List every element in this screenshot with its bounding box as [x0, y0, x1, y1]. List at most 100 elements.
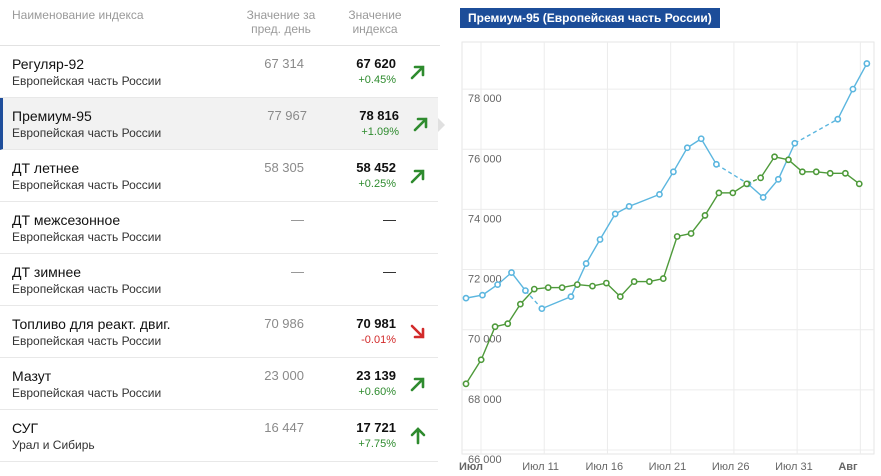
series-blue-segment — [570, 263, 587, 297]
series-blue-point — [494, 281, 502, 288]
index-region: Европейская часть России — [12, 178, 162, 192]
index-region: Европейская часть России — [12, 334, 162, 348]
arrow-up-icon — [410, 427, 426, 445]
table-row[interactable]: ДТ межсезонное Европейская часть России … — [0, 202, 438, 254]
change-percent: +0.25% — [358, 178, 396, 190]
change-percent: +0.45% — [358, 74, 396, 86]
series-blue-point — [538, 305, 546, 313]
change-percent: +7.75% — [358, 438, 396, 450]
series-blue-point — [508, 269, 515, 276]
index-name: ДТ зимнее — [12, 264, 82, 280]
series-green-point — [715, 189, 723, 197]
series-green-point — [558, 284, 566, 291]
series-green-point — [729, 189, 737, 197]
x-tick-label: Июл 21 — [649, 461, 687, 473]
series-green-point — [516, 300, 524, 308]
index-name: ДТ межсезонное — [12, 212, 121, 228]
series-blue-segment — [510, 272, 526, 292]
series-blue-point — [625, 202, 633, 210]
x-tick-label: Июл 26 — [712, 461, 750, 473]
series-blue-point — [669, 168, 677, 176]
arrow-up-right-icon — [410, 65, 425, 80]
change-percent: -0.01% — [361, 334, 396, 346]
table-row[interactable]: ДТ летнее Европейская часть России 58 30… — [0, 150, 438, 202]
y-tick-label: 76 000 — [468, 153, 502, 165]
index-region: Европейская часть России — [12, 282, 162, 296]
table-header: Наименование индекса Значение за пред. д… — [0, 0, 440, 46]
header-name: Наименование индекса — [12, 8, 144, 22]
x-tick-label: Июл — [459, 461, 483, 473]
y-tick-label: 70 000 — [468, 334, 502, 346]
table-row[interactable]: СУГ Урал и Сибирь 16 447 17 721 +7.75% — [0, 410, 438, 462]
series-green-point — [812, 168, 820, 176]
index-region: Европейская часть России — [12, 230, 162, 244]
table-row[interactable]: Регуляр-92 Европейская часть России 67 3… — [0, 46, 438, 98]
series-blue-point — [596, 236, 604, 243]
table-row[interactable]: Топливо для реакт. двиг. Европейская час… — [0, 306, 438, 358]
current-value: 67 620 — [356, 56, 396, 71]
series-green-segment — [760, 156, 776, 179]
series-green-point — [798, 168, 806, 176]
current-value: 70 981 — [356, 316, 396, 331]
series-green-point — [602, 279, 610, 287]
x-tick-label: Июл 16 — [585, 461, 623, 473]
series-green-point — [491, 323, 499, 331]
header-prev-value: Значение за пред. день — [246, 8, 316, 36]
series-blue-point — [479, 291, 486, 299]
series-blue-segment — [794, 118, 839, 144]
y-tick-label: 72 000 — [468, 274, 502, 286]
index-region: Европейская часть России — [12, 386, 162, 400]
series-blue-point — [834, 115, 842, 123]
current-value: — — [383, 212, 396, 227]
change-percent: +0.60% — [358, 386, 396, 398]
series-blue-point — [462, 294, 470, 302]
prev-value: 16 447 — [264, 420, 304, 435]
arrow-up-right-icon — [410, 169, 425, 184]
series-blue-segment — [672, 147, 688, 173]
table-row-selected[interactable]: Премиум-95 Европейская часть России 77 9… — [0, 98, 438, 150]
series-green-point — [771, 153, 778, 161]
current-value: 58 452 — [356, 160, 396, 175]
series-blue-segment — [700, 138, 717, 165]
y-tick-label: 68 000 — [468, 394, 502, 406]
series-green-point — [687, 230, 695, 237]
series-blue-point — [759, 193, 767, 201]
x-tick-label: Июл 31 — [775, 461, 813, 473]
table-row[interactable]: ДТ зимнее Европейская часть России — — — [0, 254, 438, 306]
series-green-segment — [519, 288, 535, 305]
series-green-point — [645, 278, 653, 285]
series-blue-point — [791, 139, 799, 147]
series-blue-segment — [658, 171, 674, 195]
chart-title: Премиум-95 (Европейская часть России) — [460, 8, 720, 28]
series-green-point — [544, 284, 552, 291]
arrow-up-right-icon — [410, 377, 425, 392]
series-green-point — [616, 293, 624, 301]
series-blue-segment — [852, 63, 868, 90]
table-row[interactable]: Мазут Европейская часть России 23 000 23… — [0, 358, 438, 410]
series-blue-point — [656, 190, 663, 198]
series-blue-segment — [541, 295, 572, 310]
prev-value: — — [291, 264, 304, 279]
series-blue-point — [683, 144, 691, 152]
series-green-segment — [480, 326, 496, 361]
series-blue-point — [567, 293, 575, 301]
series-green-point — [826, 169, 834, 177]
prev-value: 70 986 — [264, 316, 304, 331]
line-chart: 66 000 68 000 70 000 72 000 74 000 76 000 78 0… — [459, 41, 875, 473]
series-green-segment — [690, 214, 706, 234]
series-green-point — [573, 281, 581, 288]
y-tick-label: 74 000 — [468, 213, 502, 225]
index-name: Регуляр-92 — [12, 56, 85, 72]
current-value: 23 139 — [356, 368, 396, 383]
x-tick-label: Июл 11 — [522, 461, 559, 473]
chart-frame — [461, 41, 875, 455]
index-name: Топливо для реакт. двиг. — [12, 316, 171, 332]
series-blue-segment — [524, 290, 543, 310]
current-value: 78 816 — [359, 108, 399, 123]
series-green-segment — [507, 303, 521, 325]
series-blue-segment — [837, 88, 854, 120]
header-current-value: Значение индекса — [348, 8, 402, 36]
index-region: Европейская часть России — [12, 126, 162, 140]
series-green-point — [589, 282, 596, 290]
current-value: — — [383, 264, 396, 279]
